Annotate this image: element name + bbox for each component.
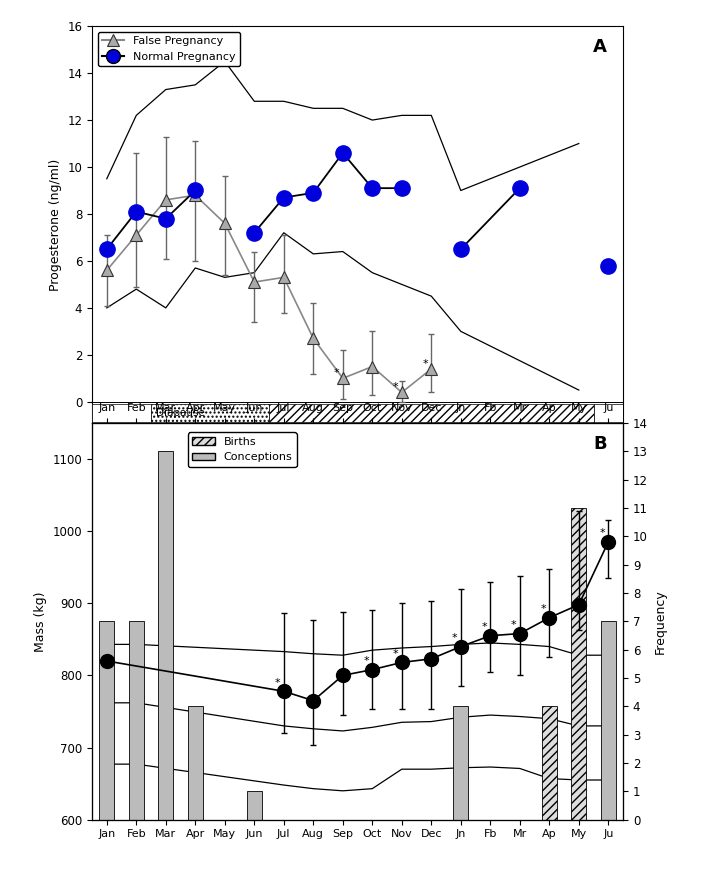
Text: *: * [600, 528, 605, 538]
Bar [159, 451, 173, 820]
Text: Diapause: Diapause [156, 408, 205, 418]
Bar [92, 404, 151, 422]
Y-axis label: Progesterone (ng/ml): Progesterone (ng/ml) [49, 159, 62, 290]
Bar [129, 621, 144, 820]
Bar [542, 706, 556, 820]
Bar [571, 508, 586, 820]
Bar [99, 621, 114, 820]
Text: *: * [423, 358, 428, 369]
Bar [247, 792, 262, 820]
Bar [151, 404, 269, 422]
Y-axis label: Frequency: Frequency [653, 589, 666, 654]
Text: B: B [593, 435, 607, 453]
Text: *: * [334, 368, 340, 378]
Text: *: * [393, 649, 399, 658]
Text: *: * [275, 678, 280, 687]
Text: *: * [363, 656, 369, 666]
Text: *: * [481, 622, 487, 632]
Legend: Births, Conceptions: Births, Conceptions [188, 433, 297, 467]
Bar [593, 404, 623, 422]
Text: A: A [593, 38, 607, 56]
Bar [269, 404, 593, 422]
Bar [601, 621, 616, 820]
Bar [453, 706, 468, 820]
Y-axis label: Mass (kg): Mass (kg) [34, 591, 47, 651]
Text: *: * [452, 633, 457, 643]
Legend: False Pregnancy, Normal Pregnancy: False Pregnancy, Normal Pregnancy [98, 31, 240, 66]
Bar [188, 706, 202, 820]
Text: *: * [511, 620, 517, 630]
Text: *: * [393, 382, 399, 392]
Text: *: * [540, 604, 546, 614]
